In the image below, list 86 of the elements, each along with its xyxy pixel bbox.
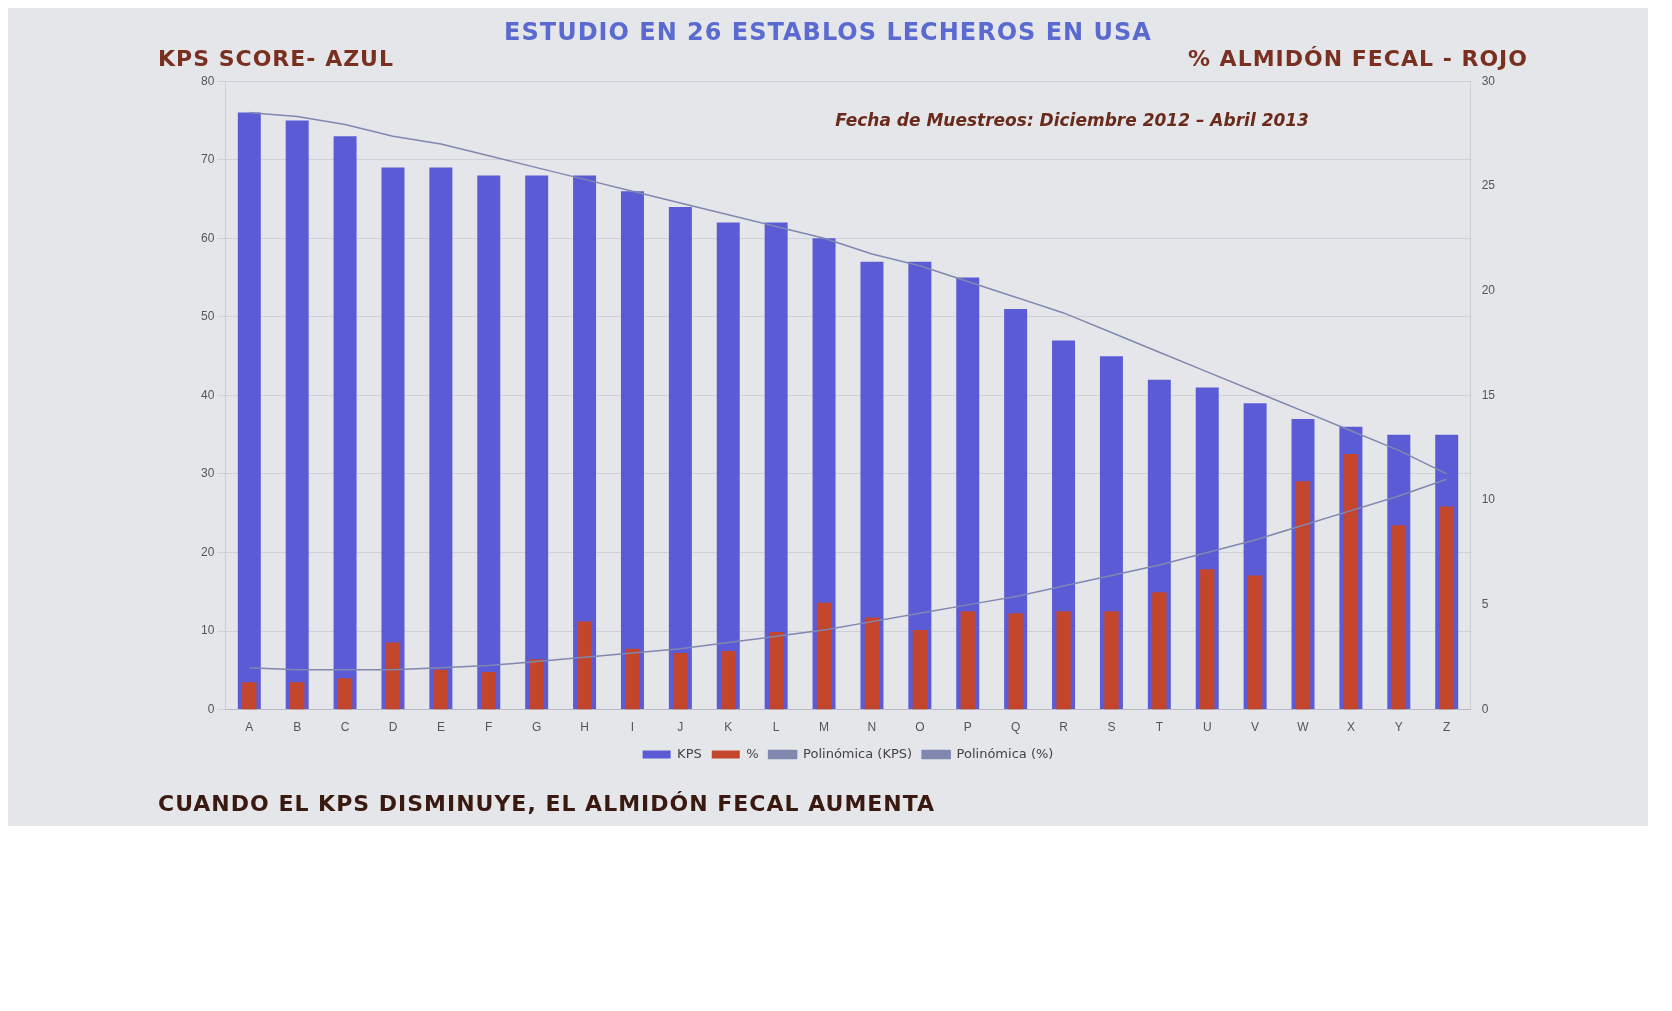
x-tick-label: E <box>436 720 445 735</box>
y-tick-label: 20 <box>200 544 215 559</box>
y2-tick-label: 20 <box>1481 282 1496 297</box>
bar <box>237 112 261 710</box>
x-tick-label: F <box>485 720 493 735</box>
bar <box>1104 611 1119 710</box>
bar <box>529 659 544 710</box>
x-tick-label: W <box>1297 720 1310 735</box>
x-tick-label: J <box>677 720 684 735</box>
x-tick-label: T <box>1155 720 1164 735</box>
bar <box>620 191 644 710</box>
bar <box>1008 613 1023 710</box>
y2-tick-label: 30 <box>1481 73 1496 88</box>
bar <box>1439 506 1454 710</box>
legend-label: Polinómica (KPS) <box>803 745 913 761</box>
bar <box>481 671 496 710</box>
bar <box>1056 611 1071 710</box>
x-tick-label: C <box>340 720 350 735</box>
bar <box>525 175 549 710</box>
bar <box>864 617 880 710</box>
bar <box>764 222 788 710</box>
bar <box>1200 569 1215 710</box>
annotation: Fecha de Muestreos: Diciembre 2012 – Abril 2013 <box>835 109 1309 130</box>
bar <box>816 602 832 710</box>
x-tick-label: I <box>630 720 635 735</box>
x-tick-label: V <box>1251 720 1260 735</box>
x-tick-label: P <box>963 720 972 735</box>
bar <box>1152 592 1167 710</box>
x-tick-label: S <box>1107 720 1116 735</box>
y-tick-label: 60 <box>200 230 215 245</box>
bar <box>333 136 357 710</box>
bar <box>285 120 309 710</box>
bar <box>673 653 688 710</box>
x-tick-label: L <box>772 720 780 735</box>
bar <box>337 678 353 710</box>
x-tick-label: M <box>819 720 830 735</box>
x-tick-label: A <box>245 720 254 735</box>
x-tick-label: Q <box>1010 720 1021 735</box>
y-tick-label: 10 <box>200 623 215 638</box>
legend-label: KPS <box>677 745 702 761</box>
x-tick-label: U <box>1202 720 1212 735</box>
y2-axis-title: % ALMIDÓN FECAL - ROJO <box>1187 46 1528 71</box>
x-tick-label: Y <box>1394 720 1403 735</box>
bar <box>385 642 401 710</box>
y-tick-label: 70 <box>200 152 215 167</box>
legend-label: Polinómica (%) <box>956 745 1054 761</box>
x-tick-label: Z <box>1443 720 1451 735</box>
x-tick-label: N <box>867 720 877 735</box>
x-tick-label: B <box>293 720 302 735</box>
x-tick-label: G <box>532 720 542 735</box>
bar <box>668 206 692 710</box>
y2-tick-label: 5 <box>1481 597 1489 612</box>
bar <box>477 175 501 710</box>
legend-label: % <box>746 745 759 761</box>
bar <box>716 222 740 710</box>
bar <box>768 632 784 710</box>
bar <box>433 669 449 710</box>
y-tick-label: 40 <box>200 387 215 402</box>
y2-tick-label: 15 <box>1481 387 1496 402</box>
x-tick-label: X <box>1346 720 1355 735</box>
bar <box>290 682 305 710</box>
y-tick-label: 0 <box>207 701 215 716</box>
x-tick-label: K <box>724 720 733 735</box>
bar <box>242 682 257 710</box>
y-axis-title: KPS SCORE- AZUL <box>158 46 394 71</box>
bar <box>577 621 592 710</box>
y-tick-label: 30 <box>200 466 215 481</box>
y-tick-label: 50 <box>200 309 215 324</box>
y2-tick-label: 25 <box>1481 178 1496 193</box>
bar <box>625 648 640 710</box>
chart-title: ESTUDIO EN 26 ESTABLOS LECHEROS EN USA <box>503 18 1153 46</box>
bar <box>960 611 975 710</box>
bar <box>1391 525 1406 710</box>
y2-tick-label: 10 <box>1481 492 1496 507</box>
y-tick-label: 80 <box>200 73 215 88</box>
x-tick-label: H <box>580 720 589 735</box>
bar <box>721 650 736 710</box>
bar <box>912 630 928 710</box>
x-tick-label: D <box>388 720 398 735</box>
bar <box>381 167 405 710</box>
x-tick-label: R <box>1059 720 1069 735</box>
bar <box>1247 575 1263 710</box>
text: CUANDO EL KPS DISMINUYE, EL ALMIDÓN FECAL AUMENTA <box>158 791 937 816</box>
bar <box>429 167 453 710</box>
x-tick-label: O <box>915 720 925 735</box>
y2-tick-label: 0 <box>1481 701 1489 716</box>
